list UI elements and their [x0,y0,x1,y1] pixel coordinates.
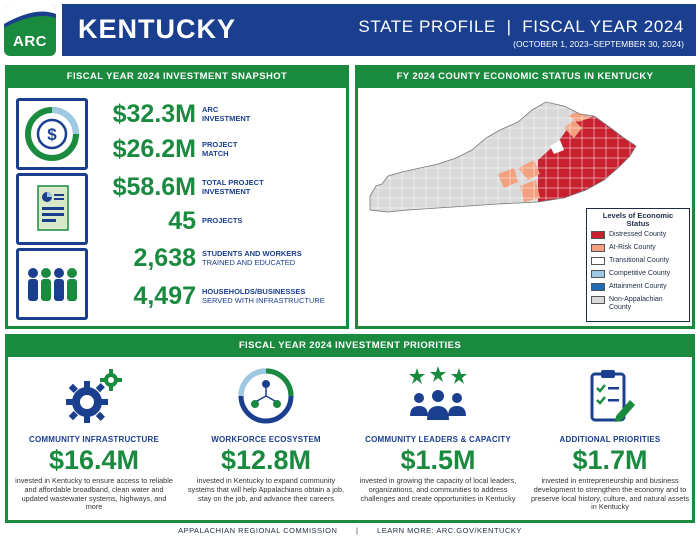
logo-text: ARC [13,33,47,50]
priority-additional: ADDITIONAL PRIORITIES $1.7M invested in … [526,365,694,512]
kentucky-county-map [369,101,637,213]
economic-status-legend: Levels of Economic Status Distressed Cou… [586,208,690,322]
people-icon-box [16,248,88,320]
priority-title: ADDITIONAL PRIORITIES [559,435,661,444]
stat-value: $58.6M [112,173,196,201]
legend-item-distressed: Distressed County [591,231,685,239]
arc-logo: ARC [4,4,56,56]
svg-text:$: $ [47,125,57,144]
stat-value: 4,497 [133,282,196,310]
priority-description: invested in Kentucky to ensure access to… [15,476,173,512]
network-people-icon [238,368,294,424]
logo-wave-icon [4,4,56,28]
priority-workforce-ecosystem: WORKFORCE ECOSYSTEM $12.8M invested in K… [182,365,350,503]
stat-value: $32.3M [112,100,196,128]
investment-snapshot-panel: FISCAL YEAR 2024 INVESTMENT SNAPSHOT $ [5,65,349,329]
profile-subtitle: (OCTOBER 1, 2023–SEPTEMBER 30, 2024) [513,39,684,49]
legend-item-competitive: Competitive County [591,270,685,278]
stat-value: 45 [168,207,196,235]
priority-community-infrastructure: COMMUNITY INFRASTRUCTURE $16.4M invested… [10,365,178,512]
priorities-title: FISCAL YEAR 2024 INVESTMENT PRIORITIES [8,337,692,357]
priority-title: COMMUNITY INFRASTRUCTURE [29,435,159,444]
state-name: KENTUCKY [78,14,237,44]
page-header: ARC KENTUCKY STATE PROFILE | FISCAL YEAR… [0,0,700,60]
stat-arc-investment: $32.3M ARC INVESTMENT [104,100,251,129]
stat-total-investment: $58.6M TOTAL PROJECT INVESTMENT [104,173,264,202]
priority-amount: $1.7M [572,445,648,475]
stat-value: $26.2M [112,135,196,163]
priority-description: invested in growing the capacity of loca… [359,476,517,503]
investment-priorities-panel: FISCAL YEAR 2024 INVESTMENT PRIORITIES [5,334,695,523]
people-group-icon [28,268,77,301]
stat-students-workers: 2,638 STUDENTS AND WORKERS TRAINED AND ED… [104,244,302,273]
stat-project-match: $26.2M PROJECT MATCH [104,135,238,164]
legend-item-at-risk: At-Risk County [591,244,685,252]
priority-title: WORKFORCE ECOSYSTEM [211,435,321,444]
priority-community-leaders: COMMUNITY LEADERS & CAPACITY $1.5M inves… [354,365,522,503]
profile-title: STATE PROFILE | FISCAL YEAR 2024 [358,17,684,36]
investment-icon-box: $ [16,98,88,170]
project-icon-box [16,173,88,245]
stat-value: 2,638 [133,244,196,272]
priority-description: invested in Kentucky to expand community… [187,476,345,503]
footer-link[interactable]: LEARN MORE: ARC.GOV/KENTUCKY [377,526,522,535]
dollar-coin-icon: $ [25,107,79,161]
stat-label: STUDENTS AND WORKERS TRAINED AND EDUCATED [202,249,302,267]
county-status-panel: FY 2024 COUNTY ECONOMIC STATUS IN KENTUC… [355,65,695,329]
state-outline [369,101,637,213]
legend-title: Levels of Economic Status [602,211,674,228]
priority-amount: $1.5M [400,445,476,475]
header-bar: KENTUCKY STATE PROFILE | FISCAL YEAR 202… [62,4,696,56]
clipboard-check-icon [590,370,635,422]
stat-projects: 45 PROJECTS [104,207,242,236]
priority-amount: $16.4M [48,445,140,475]
priority-title: COMMUNITY LEADERS & CAPACITY [365,435,511,444]
page-footer: APPALACHIAN REGIONAL COMMISSION | LEARN … [0,526,700,541]
priority-description: invested in entrepreneurship and busines… [530,476,690,512]
legend-item-non-appalachian: Non-Appalachian County [591,296,685,312]
stat-label: TOTAL PROJECT INVESTMENT [202,178,264,196]
priority-amount: $12.8M [220,445,312,475]
stat-label: ARC INVESTMENT [202,105,251,123]
leaders-stars-icon [409,366,467,420]
stat-households-businesses: 4,497 HOUSEHOLDS/BUSINESSES SERVED WITH I… [104,282,325,311]
snapshot-title: FISCAL YEAR 2024 INVESTMENT SNAPSHOT [8,68,346,88]
gears-icon [66,369,122,423]
legend-item-attainment: Attainment County [591,283,685,291]
map-title: FY 2024 COUNTY ECONOMIC STATUS IN KENTUC… [358,68,692,88]
stat-label: PROJECT MATCH [202,140,238,158]
stat-label: HOUSEHOLDS/BUSINESSES SERVED WITH INFRAST… [202,287,325,305]
legend-item-transitional: Transitional County [591,257,685,265]
footer-org: APPALACHIAN REGIONAL COMMISSION [178,526,338,535]
footer-separator: | [355,526,359,535]
stat-label: PROJECTS [202,216,243,226]
document-chart-icon [37,185,69,231]
